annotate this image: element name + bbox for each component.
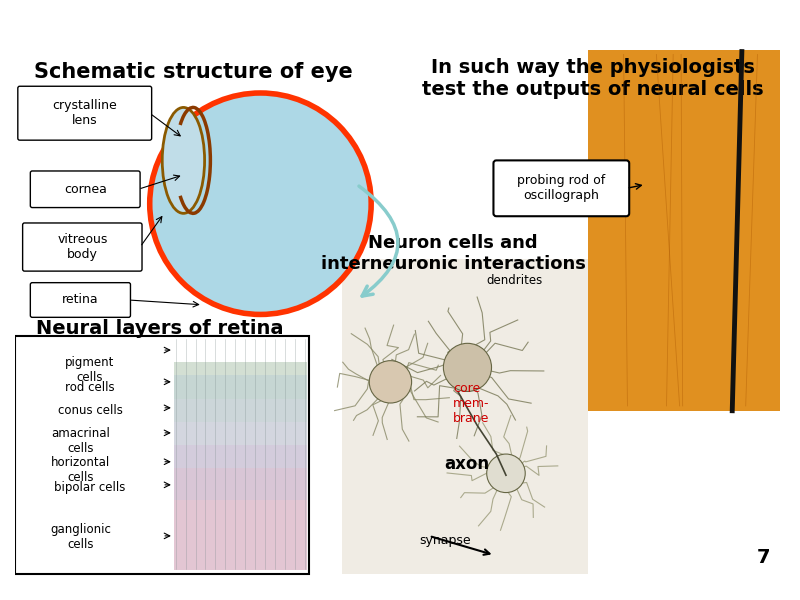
Circle shape <box>486 454 526 493</box>
FancyArrowPatch shape <box>359 186 398 296</box>
Text: horizontal
cells: horizontal cells <box>50 456 110 484</box>
FancyBboxPatch shape <box>174 445 306 468</box>
Text: axon: axon <box>444 455 490 473</box>
Text: Neuron cells and
interneuronic interactions: Neuron cells and interneuronic interacti… <box>321 235 586 273</box>
Text: cornea: cornea <box>64 183 106 196</box>
Circle shape <box>443 343 491 391</box>
Text: conus cells: conus cells <box>58 404 122 417</box>
Circle shape <box>370 361 412 403</box>
Text: ganglionic
cells: ganglionic cells <box>50 523 111 551</box>
Text: dendrites: dendrites <box>486 274 543 287</box>
FancyBboxPatch shape <box>174 398 306 422</box>
FancyBboxPatch shape <box>342 259 588 574</box>
Text: probing rod of
oscillograph: probing rod of oscillograph <box>518 175 606 202</box>
Text: rod cells: rod cells <box>66 381 115 394</box>
Text: Neural layers of retina: Neural layers of retina <box>35 319 283 338</box>
Text: amacrinal
cells: amacrinal cells <box>51 427 110 455</box>
Text: pigment
cells: pigment cells <box>66 356 114 384</box>
FancyBboxPatch shape <box>174 468 306 500</box>
Text: vitreous
body: vitreous body <box>57 233 107 261</box>
Text: 7: 7 <box>758 548 770 567</box>
FancyBboxPatch shape <box>174 376 306 398</box>
FancyBboxPatch shape <box>18 86 152 140</box>
Text: Schematic structure of eye: Schematic structure of eye <box>34 62 353 82</box>
FancyBboxPatch shape <box>15 335 309 574</box>
Text: bipolar cells: bipolar cells <box>54 481 126 494</box>
FancyBboxPatch shape <box>30 283 130 317</box>
FancyBboxPatch shape <box>494 160 630 216</box>
FancyBboxPatch shape <box>174 422 306 445</box>
FancyBboxPatch shape <box>30 171 140 208</box>
FancyBboxPatch shape <box>588 50 780 411</box>
Text: crystalline
lens: crystalline lens <box>52 99 117 127</box>
Text: core
mem-
brane: core mem- brane <box>453 382 490 425</box>
Circle shape <box>150 93 371 314</box>
FancyBboxPatch shape <box>174 362 306 376</box>
FancyBboxPatch shape <box>22 223 142 271</box>
Text: In such way the physiologists
test the outputs of neural cells: In such way the physiologists test the o… <box>422 58 763 99</box>
Text: synapse: synapse <box>419 534 471 547</box>
Ellipse shape <box>162 107 205 214</box>
FancyBboxPatch shape <box>174 500 306 569</box>
Text: retina: retina <box>62 293 98 307</box>
